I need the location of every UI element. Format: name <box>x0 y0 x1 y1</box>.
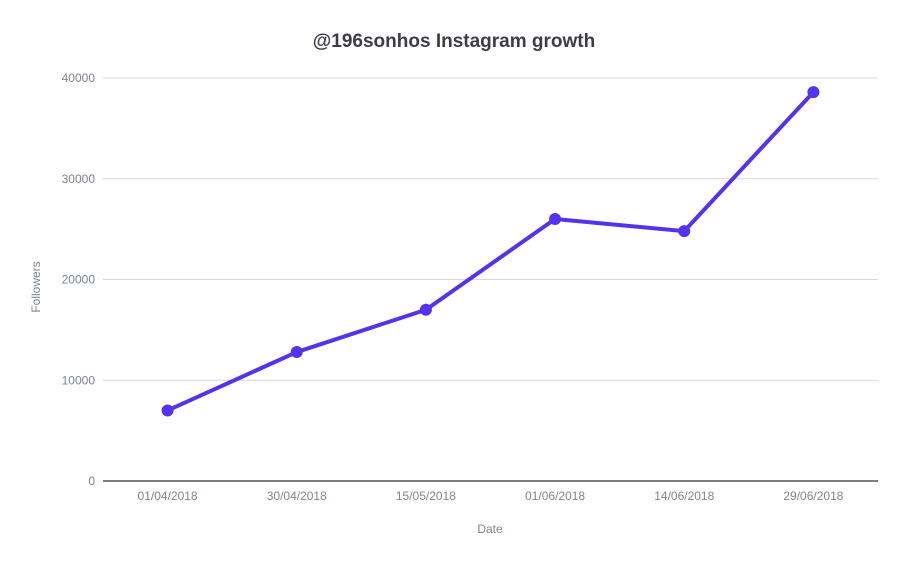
y-tick-label: 40000 <box>62 71 96 85</box>
y-tick-label: 20000 <box>62 273 96 287</box>
x-axis-ticks: 01/04/2018 30/04/2018 15/05/2018 01/06/2018… <box>138 489 844 503</box>
data-point[interactable] <box>678 225 691 238</box>
grid-lines <box>103 77 878 482</box>
y-axis-label: Followers <box>29 261 43 312</box>
y-tick-label: 30000 <box>62 172 96 186</box>
x-tick-label: 01/06/2018 <box>525 489 585 503</box>
x-tick-label: 29/06/2018 <box>783 489 843 503</box>
data-point[interactable] <box>419 303 432 316</box>
x-tick-label: 30/04/2018 <box>267 489 327 503</box>
data-point[interactable] <box>290 346 303 359</box>
x-tick-label: 01/04/2018 <box>138 489 198 503</box>
x-axis-label: Date <box>477 522 503 536</box>
x-tick-label: 15/05/2018 <box>396 489 456 503</box>
data-point[interactable] <box>549 213 562 226</box>
series-group <box>161 86 820 417</box>
series-line <box>165 90 816 413</box>
x-tick-label: 14/06/2018 <box>654 489 714 503</box>
y-tick-label: 0 <box>88 474 95 488</box>
y-axis-ticks: 0 10000 20000 30000 40000 <box>62 71 96 488</box>
data-point[interactable] <box>807 86 820 99</box>
data-point[interactable] <box>161 404 174 417</box>
chart-title: @196sonhos Instagram growth <box>313 31 595 52</box>
y-tick-label: 10000 <box>62 373 96 387</box>
